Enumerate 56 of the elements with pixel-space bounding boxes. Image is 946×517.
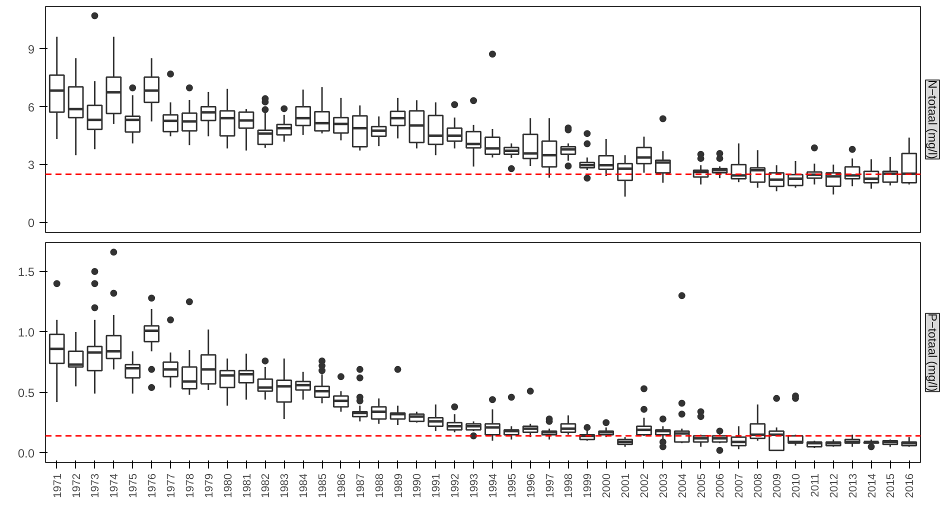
x-tick-label: 2015 <box>885 473 898 498</box>
x-tick-label: 2002 <box>638 473 651 498</box>
y-tick-label: 1.5 <box>18 265 35 280</box>
x-tick-label: 1980 <box>222 473 234 498</box>
x-tick-label: 2011 <box>809 474 822 498</box>
x-tick-label: 1971 <box>52 473 64 498</box>
x-tick-label: 1985 <box>317 473 330 498</box>
x-tick-label: 1979 <box>203 473 216 498</box>
x-tick-label: 2013 <box>847 473 860 498</box>
x-tick-label: 2001 <box>620 473 632 498</box>
x-tick-label: 1999 <box>582 473 594 498</box>
y-tick-label: 6 <box>28 100 35 114</box>
x-tick-label: 2010 <box>790 473 802 498</box>
x-tick-label: 1998 <box>563 473 576 498</box>
x-tick-label: 2004 <box>676 473 689 498</box>
x-tick-label: 2003 <box>658 473 670 498</box>
x-tick-label: 2007 <box>734 473 746 498</box>
x-tick-label: 2000 <box>601 473 614 498</box>
x-tick-label: 1995 <box>506 473 518 498</box>
x-tick-label: 2012 <box>828 473 840 498</box>
x-tick-label: 1977 <box>166 473 178 498</box>
x-tick-label: 1987 <box>354 473 367 498</box>
x-tick-label: 2005 <box>696 473 708 498</box>
x-tick-label: 1991 <box>430 473 443 498</box>
y-tick-label: 1.0 <box>18 325 35 340</box>
x-tick-label: 2014 <box>866 473 878 498</box>
y-tick-label: 3 <box>28 158 35 172</box>
x-tick-label: 1988 <box>374 473 386 498</box>
x-tick-label: 1989 <box>392 473 405 498</box>
x-tick-label: 2008 <box>752 473 765 498</box>
x-tick-label: 1983 <box>279 473 292 498</box>
x-tick-label: 1994 <box>487 473 500 498</box>
text: N−totaal (mg/l) <box>926 80 940 160</box>
x-tick-label: 1990 <box>412 473 424 498</box>
y-tick-label: 0.5 <box>18 386 35 400</box>
x-tick-label: 1976 <box>146 473 159 498</box>
x-tick-label: 1975 <box>128 473 140 498</box>
x-tick-label: 1982 <box>260 473 272 498</box>
x-tick-label: 1984 <box>298 473 310 498</box>
x-tick-label: 1978 <box>184 473 196 498</box>
x-tick-label: 1997 <box>544 473 556 498</box>
x-tick-label: 1993 <box>468 473 481 498</box>
x-tick-label: 1972 <box>70 473 83 498</box>
x-tick-label: 2006 <box>714 473 727 498</box>
x-tick-label: 1986 <box>336 473 348 498</box>
x-tick-label: 2009 <box>772 473 784 498</box>
x-tick-label: 1992 <box>450 473 462 498</box>
y-tick-label: 9 <box>28 42 35 56</box>
x-tick-label: 2016 <box>904 473 916 498</box>
y-tick-label: 0.0 <box>18 446 35 460</box>
x-tick-label: 1973 <box>90 473 102 498</box>
x-tick-label: 1974 <box>108 473 121 498</box>
x-tick-label: 1981 <box>241 473 254 498</box>
text: P−totaal (mg/l) <box>926 313 940 392</box>
x-tick-label: 1996 <box>525 473 538 498</box>
y-tick-label: 0 <box>28 216 35 230</box>
